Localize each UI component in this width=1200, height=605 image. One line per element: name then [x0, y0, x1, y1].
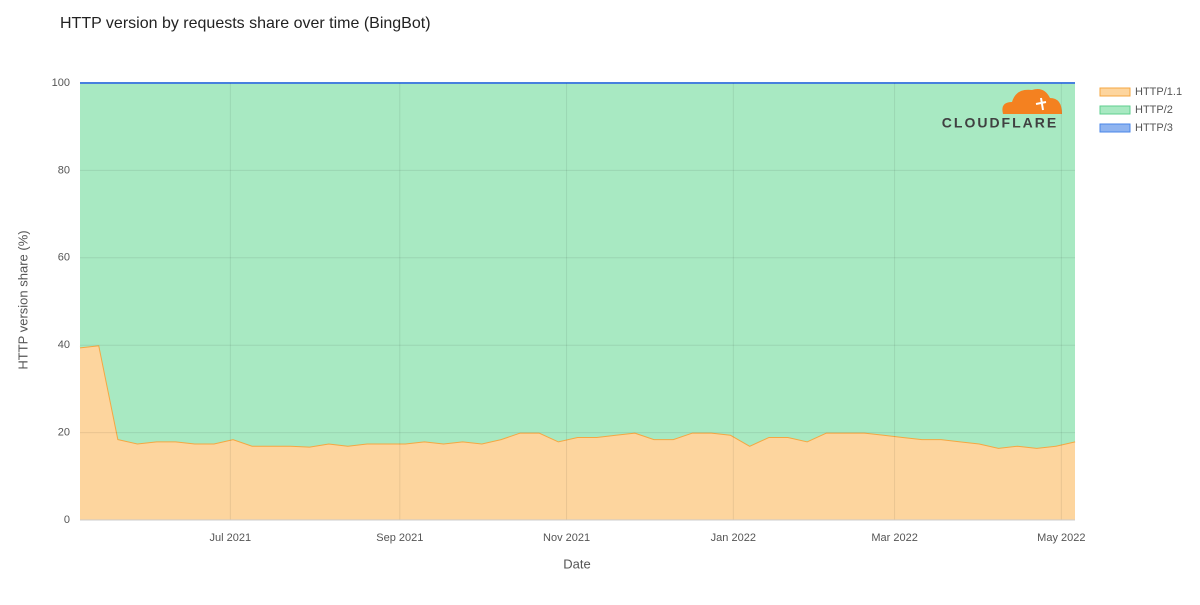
x-tick-label: Jan 2022 — [711, 532, 756, 544]
area — [80, 83, 1075, 448]
legend-swatch — [1099, 123, 1131, 133]
y-tick-label: 20 — [58, 427, 70, 439]
logo: CLOUDFLARE — [942, 89, 1062, 131]
y-tick-label: 80 — [58, 164, 70, 176]
y-tick-label: 0 — [64, 514, 70, 526]
legend-label: HTTP/2 — [1135, 104, 1173, 116]
y-axis-label: HTTP version share (%) — [15, 230, 30, 369]
legend-swatch — [1099, 87, 1131, 97]
chart-title: HTTP version by requests share over time… — [60, 15, 431, 32]
legend-swatch — [1099, 105, 1131, 115]
y-tick-label: 40 — [58, 339, 70, 351]
legend-label: HTTP/3 — [1135, 122, 1173, 134]
x-tick-label: Nov 2021 — [543, 532, 590, 544]
area — [80, 345, 1075, 520]
x-tick-label: Mar 2022 — [871, 532, 917, 544]
logo-cloud — [1002, 89, 1062, 114]
x-tick-label: May 2022 — [1037, 532, 1085, 544]
logo-spark — [1035, 97, 1047, 111]
x-tick-label: Jul 2021 — [210, 532, 252, 544]
logo-text: CLOUDFLARE — [942, 115, 1058, 131]
x-tick-label: Sep 2021 — [376, 532, 423, 544]
y-tick-label: 60 — [58, 252, 70, 264]
x-axis-label: Date — [563, 556, 590, 571]
plot-area — [79, 82, 1076, 520]
legend-label: HTTP/1.1 — [1135, 86, 1182, 98]
y-tick-label: 100 — [52, 77, 70, 89]
